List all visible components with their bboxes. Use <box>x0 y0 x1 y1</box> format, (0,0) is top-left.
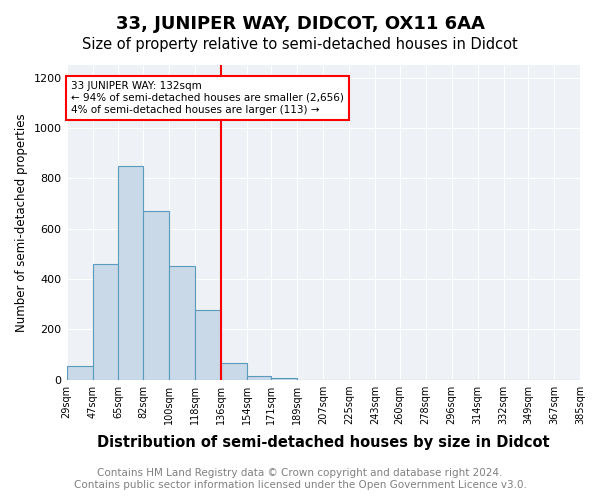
Bar <box>169 266 195 380</box>
X-axis label: Distribution of semi-detached houses by size in Didcot: Distribution of semi-detached houses by … <box>97 435 550 450</box>
Bar <box>92 264 118 380</box>
Bar <box>271 378 298 380</box>
Y-axis label: Number of semi-detached properties: Number of semi-detached properties <box>15 113 28 332</box>
Bar <box>195 310 221 380</box>
Text: 33 JUNIPER WAY: 132sqm
← 94% of semi-detached houses are smaller (2,656)
4% of s: 33 JUNIPER WAY: 132sqm ← 94% of semi-det… <box>71 82 344 114</box>
Bar <box>118 166 143 380</box>
Bar <box>247 376 271 380</box>
Text: 33, JUNIPER WAY, DIDCOT, OX11 6AA: 33, JUNIPER WAY, DIDCOT, OX11 6AA <box>116 15 484 33</box>
Text: Contains HM Land Registry data © Crown copyright and database right 2024.
Contai: Contains HM Land Registry data © Crown c… <box>74 468 526 490</box>
Bar <box>67 366 92 380</box>
Bar <box>143 211 169 380</box>
Text: Size of property relative to semi-detached houses in Didcot: Size of property relative to semi-detach… <box>82 38 518 52</box>
Bar <box>221 363 247 380</box>
